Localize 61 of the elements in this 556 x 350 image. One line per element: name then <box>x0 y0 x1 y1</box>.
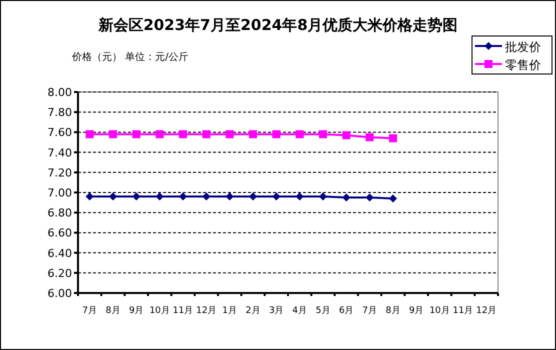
point <box>342 194 350 202</box>
x-tick-label: 9月 <box>128 306 144 316</box>
x-tick-label: 3月 <box>268 306 284 316</box>
point <box>296 130 304 138</box>
point <box>109 192 117 201</box>
y-tick-label: 6.00 <box>48 287 72 300</box>
x-tick-label: 11月 <box>172 306 194 316</box>
point <box>132 130 140 138</box>
point <box>249 130 257 138</box>
x-tick-label: 8月 <box>106 306 120 316</box>
x-tick-label: 4月 <box>292 306 308 316</box>
point <box>156 130 164 138</box>
x-tick-label: 10月 <box>429 306 450 316</box>
x-tick-label: 12月 <box>476 306 497 316</box>
x-tick-label: 2月 <box>246 306 260 316</box>
point <box>179 130 187 138</box>
point <box>342 131 350 140</box>
point <box>86 130 94 138</box>
point <box>366 133 374 142</box>
y-tick-label: 7.20 <box>48 166 72 180</box>
x-tick-label: 8月 <box>386 306 400 316</box>
point <box>202 130 210 138</box>
point <box>249 192 257 201</box>
point <box>226 130 234 138</box>
y-tick-label: 7.80 <box>48 106 72 120</box>
y-tick-label: 6.80 <box>48 206 72 220</box>
point <box>202 192 210 201</box>
legend-label: 零售价 <box>505 58 541 72</box>
chart-title: 新会区2023年7月至2024年8月优质大米价格走势图 <box>97 16 458 34</box>
point <box>366 194 374 202</box>
point <box>109 130 117 138</box>
y-tick-label: 7.40 <box>48 146 72 160</box>
point <box>86 192 94 201</box>
x-tick-label: 9月 <box>408 306 424 316</box>
y-tick-label: 6.60 <box>48 226 72 240</box>
x-tick-label: 5月 <box>316 306 330 316</box>
legend-label: 批发价 <box>505 40 541 54</box>
x-tick-label: 10月 <box>149 306 170 316</box>
point <box>296 192 304 201</box>
point <box>156 192 164 201</box>
y-axis-title: 价格（元） 单位：元/公斤 <box>71 51 189 63</box>
point <box>389 134 397 142</box>
x-tick-label: 7月 <box>362 306 378 316</box>
point <box>272 130 280 138</box>
point <box>272 192 280 201</box>
point <box>132 192 140 201</box>
x-tick-label: 7月 <box>82 306 98 316</box>
point <box>319 192 327 201</box>
y-tick-label: 7.60 <box>48 126 72 140</box>
point <box>226 192 234 201</box>
point <box>389 194 397 203</box>
point <box>179 192 187 201</box>
x-tick-label: 11月 <box>452 306 474 316</box>
y-tick-label: 7.00 <box>48 186 72 200</box>
y-tick-label: 8.00 <box>48 86 72 99</box>
x-tick-label: 12月 <box>196 306 217 316</box>
y-tick-label: 6.40 <box>48 246 72 260</box>
x-tick-label: 6月 <box>338 306 354 316</box>
x-tick-label: 1月 <box>222 306 238 316</box>
y-tick-label: 6.20 <box>48 266 72 280</box>
point <box>319 130 327 138</box>
